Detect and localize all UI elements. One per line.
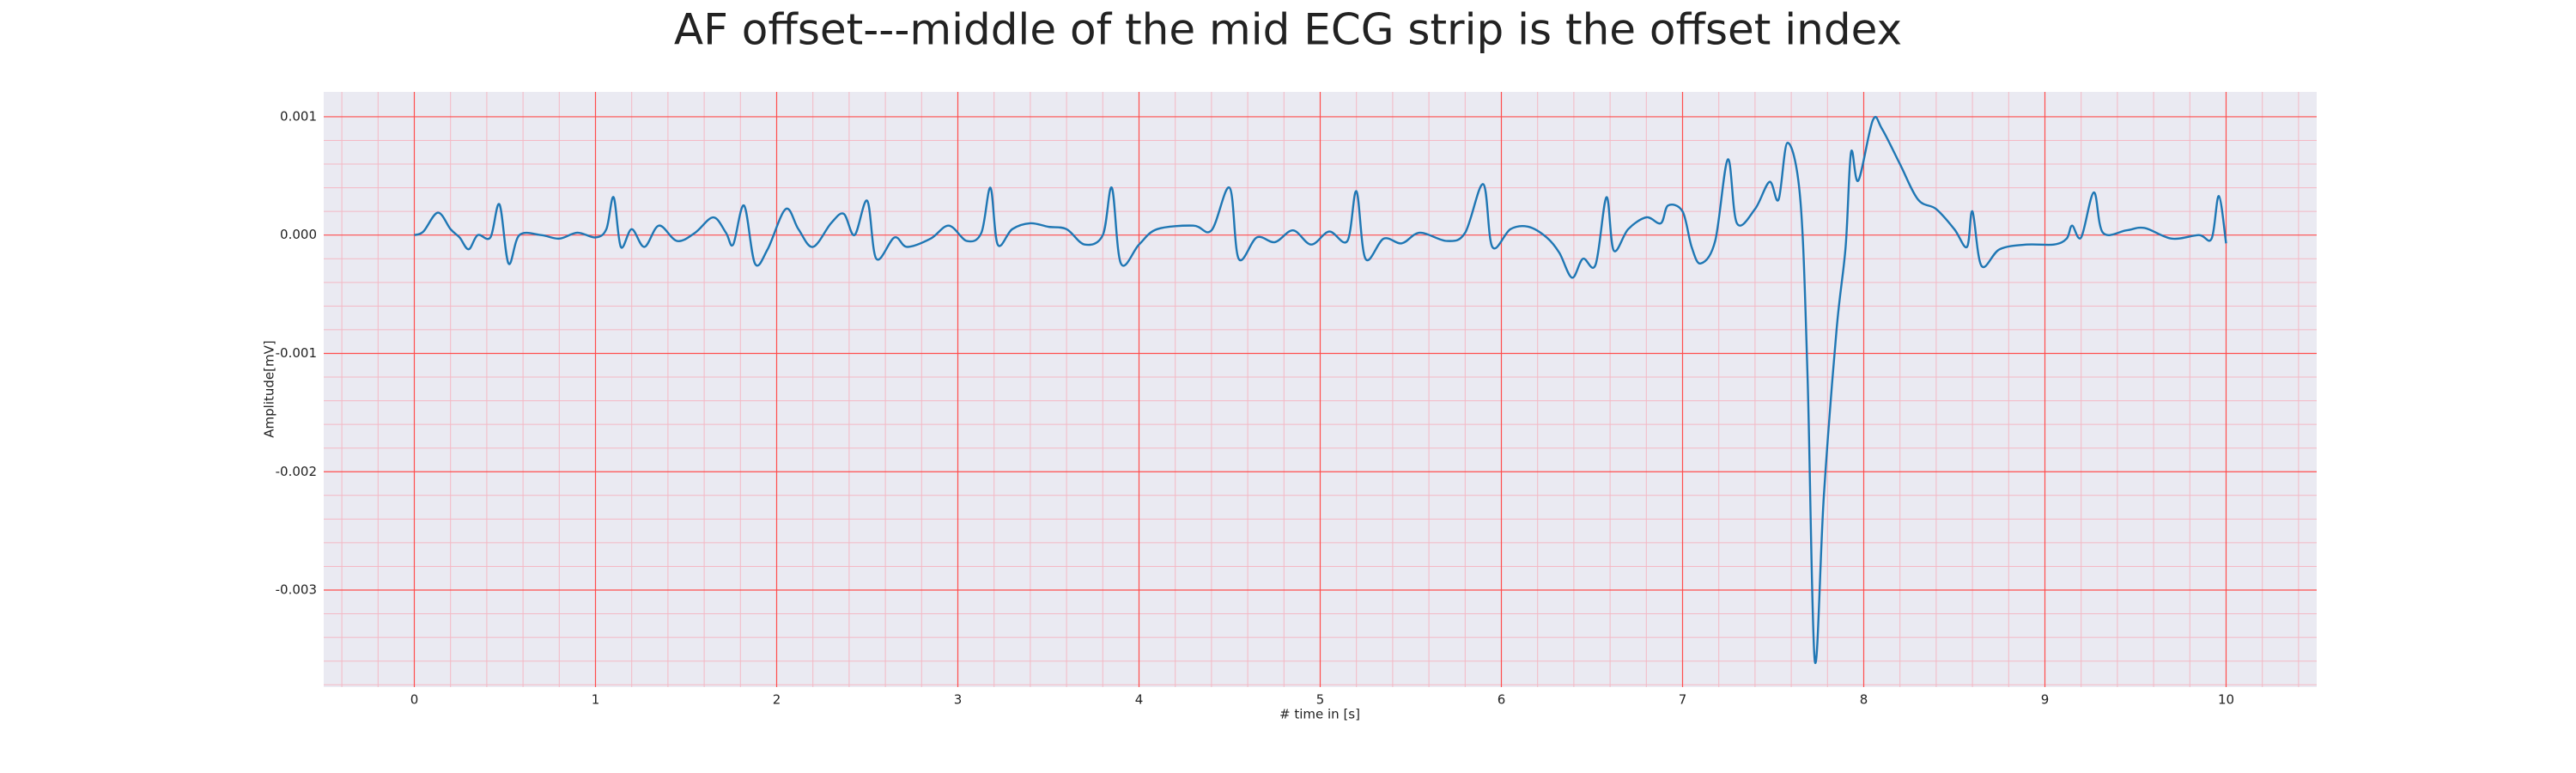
y-tick-label: 0.001 <box>280 108 317 124</box>
x-tick-label: 5 <box>1316 692 1325 708</box>
x-tick-label: 1 <box>592 692 600 708</box>
x-tick-label: 9 <box>2041 692 2050 708</box>
x-tick-label: 8 <box>1860 692 1868 708</box>
y-tick-label: -0.003 <box>276 582 317 598</box>
x-tick-label: 10 <box>2218 692 2234 708</box>
x-tick-label: 0 <box>410 692 419 708</box>
x-tick-label: 2 <box>773 692 781 708</box>
x-tick-label: 3 <box>954 692 963 708</box>
x-axis-label: # time in [s] <box>1279 707 1360 722</box>
x-tick-label: 6 <box>1498 692 1506 708</box>
y-tick-label: -0.002 <box>276 464 317 479</box>
y-tick-label: -0.001 <box>276 345 317 361</box>
y-tick-label: 0.000 <box>280 227 317 242</box>
chart-title: AF offset---middle of the mid ECG strip … <box>674 5 1902 55</box>
ecg-line <box>414 115 2227 665</box>
x-tick-label: 7 <box>1679 692 1687 708</box>
x-tick-label: 4 <box>1135 692 1144 708</box>
y-axis-label: Amplitude[mV] <box>262 340 277 437</box>
